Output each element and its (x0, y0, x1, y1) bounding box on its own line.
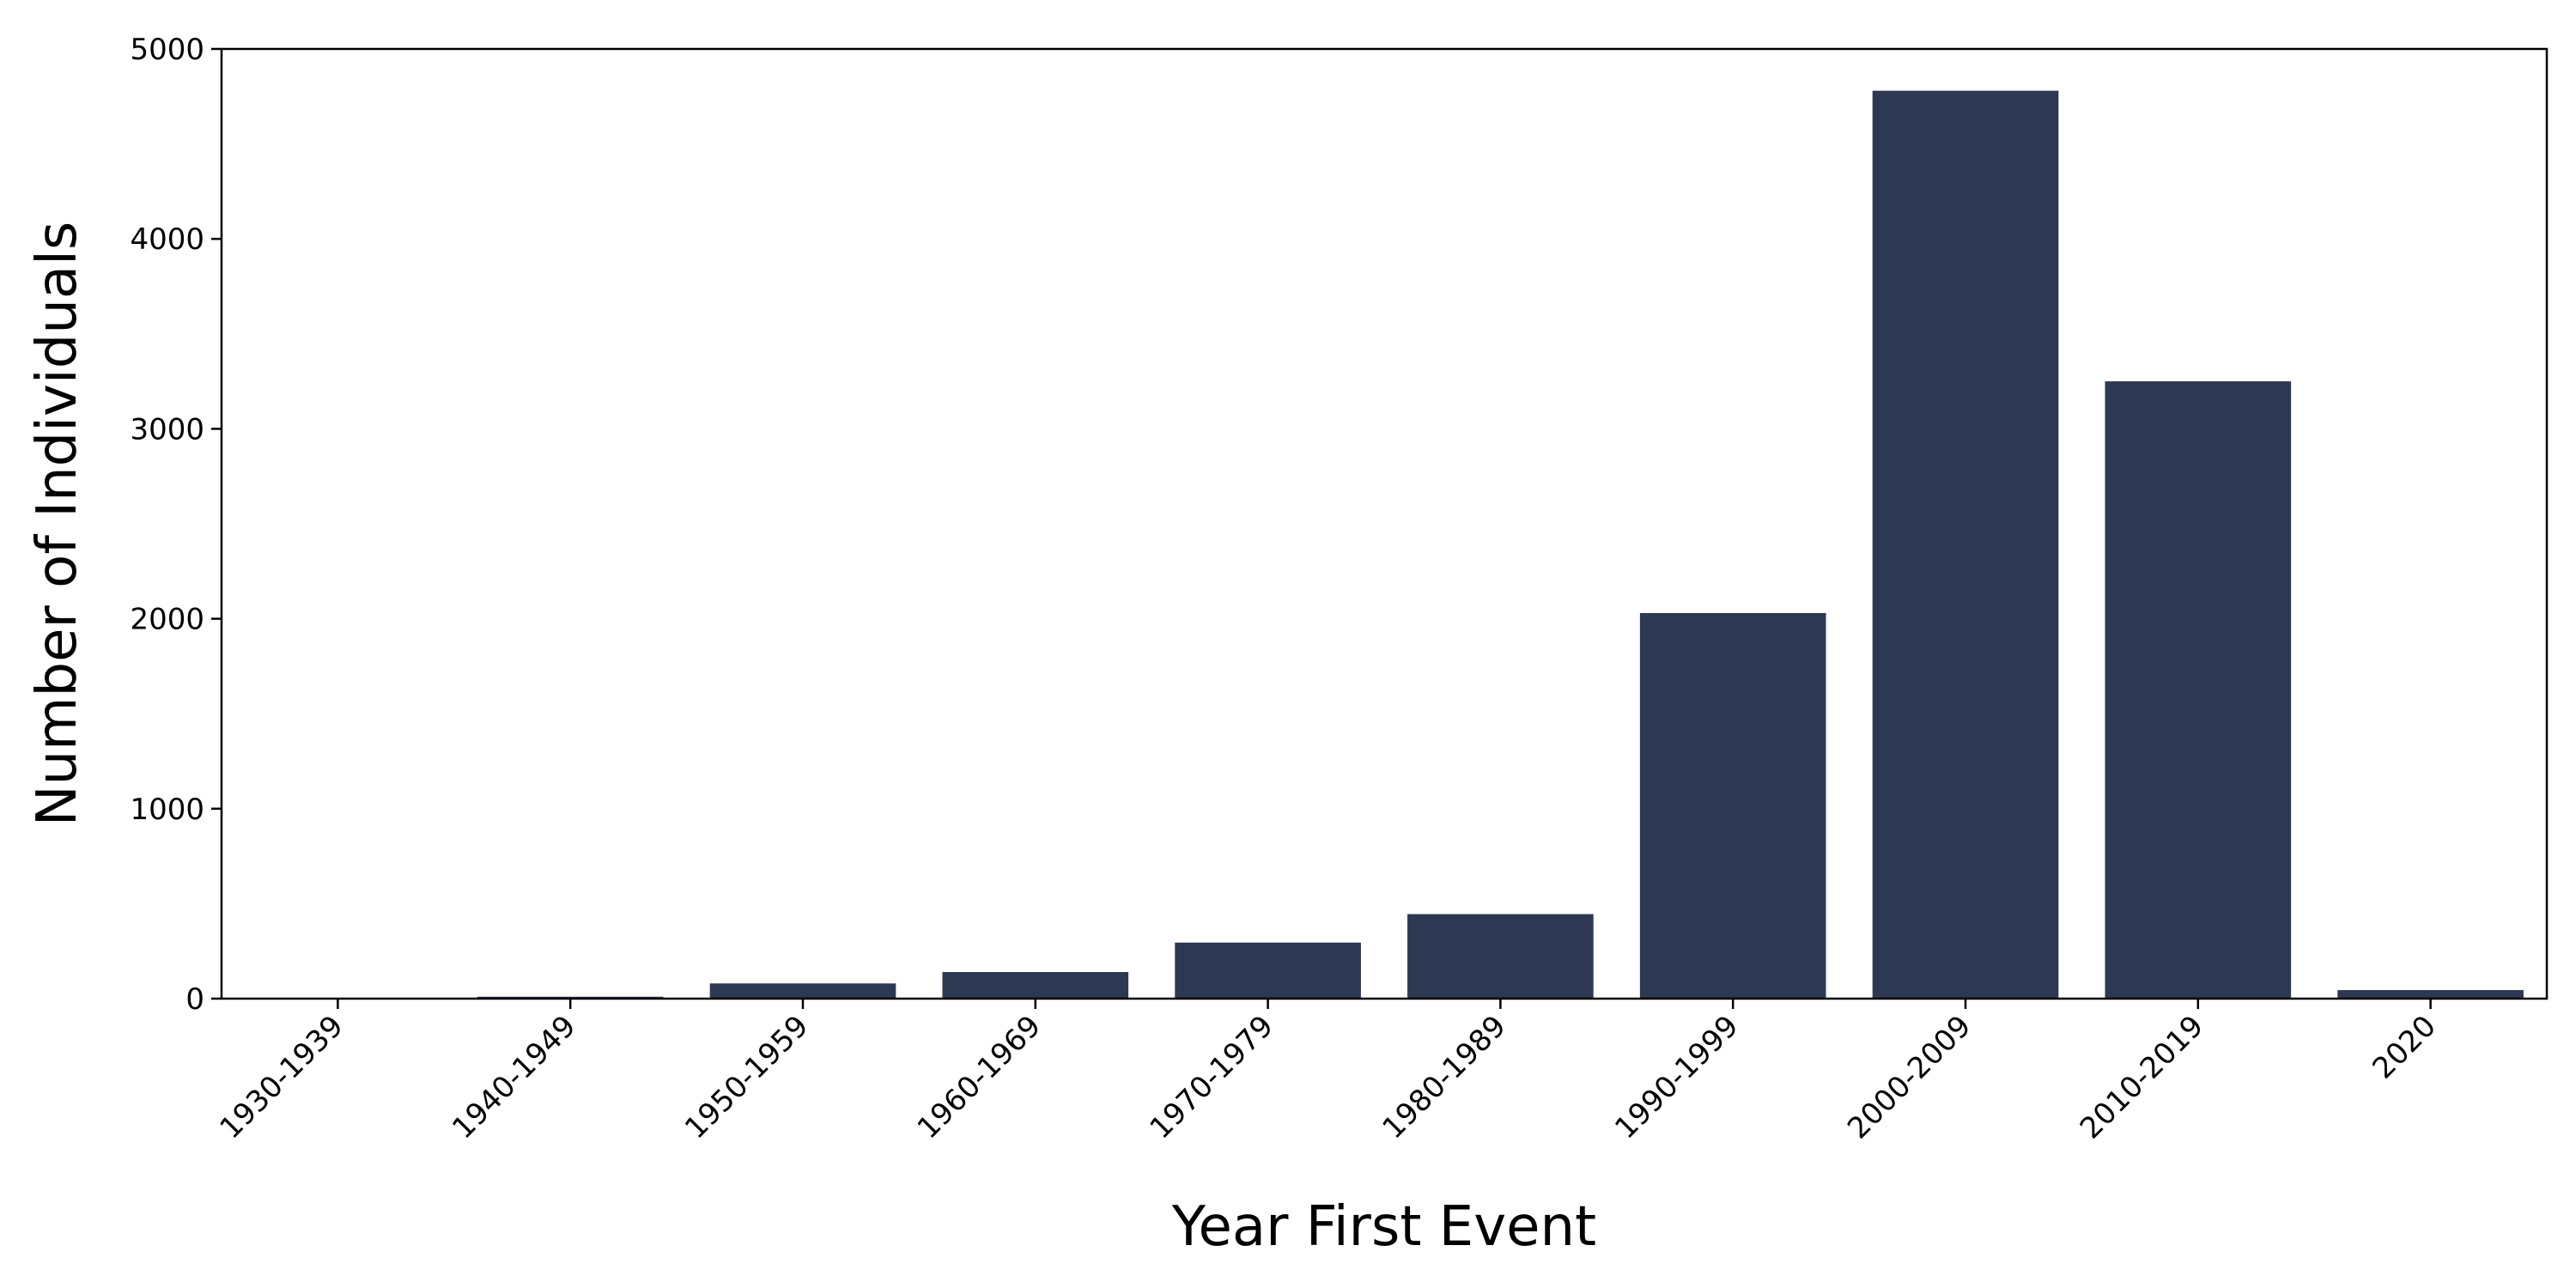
y-tick-label: 4000 (130, 222, 204, 257)
plot-frame (220, 47, 2549, 1000)
y-tick-label: 0 (185, 982, 204, 1017)
y-axis-ticks: 0 1000 2000 3000 4000 5000 (130, 33, 222, 1017)
bar-2000-2009 (1872, 90, 2059, 999)
bar-1990-1999 (1639, 612, 1826, 999)
bar-1960-1969 (942, 972, 1129, 999)
y-axis-title: Number of Individuals (26, 222, 89, 827)
y-tick-label: 5000 (130, 33, 204, 67)
x-axis-title: Year First Event (1171, 1195, 1596, 1259)
bar-1980-1989 (1407, 914, 1594, 999)
bar-2020 (2337, 990, 2524, 999)
y-tick-label: 2000 (130, 603, 204, 637)
bar-1950-1959 (709, 983, 896, 999)
y-tick-label: 1000 (130, 793, 204, 827)
y-tick-label: 3000 (130, 412, 204, 447)
bars (245, 90, 2524, 999)
bar-1970-1979 (1175, 942, 1361, 999)
bar-2010-2019 (2105, 381, 2292, 999)
